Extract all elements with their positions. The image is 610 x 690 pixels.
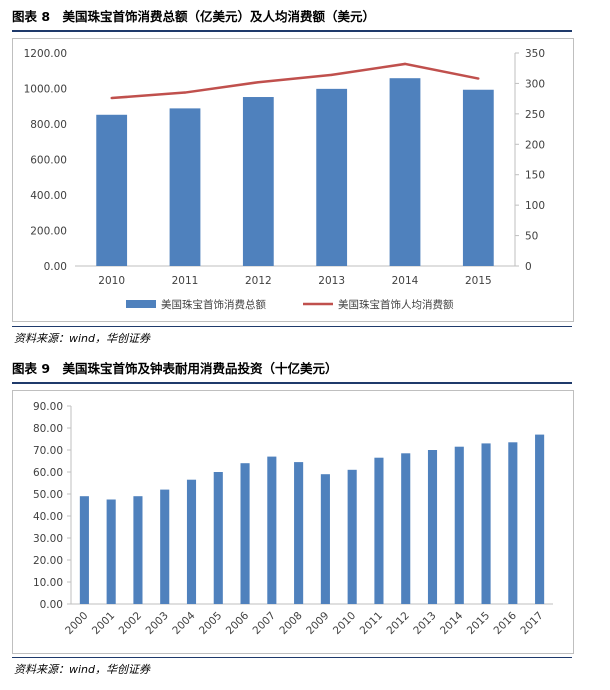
right-y-tick-label: 50 (525, 231, 538, 243)
bar-2013 (427, 450, 438, 604)
right-y-tick-label: 100 (525, 200, 545, 212)
bar-2011 (374, 457, 384, 604)
bar-2010 (96, 114, 128, 267)
bar-2008 (294, 462, 304, 604)
line-point-2014 (403, 62, 407, 66)
bar-2000 (79, 496, 89, 604)
bar-2013 (316, 88, 348, 266)
bar-2002 (133, 496, 143, 604)
x-tick-label: 2002 (117, 610, 144, 637)
bar-2016 (508, 442, 518, 604)
y-tick-label: 70.00 (33, 445, 63, 457)
legend-label-line: 美国珠宝首饰人均消费额 (338, 298, 454, 311)
x-tick-label: 2004 (170, 609, 198, 637)
figure-9-title: 图表 9 美国珠宝首饰及钟表耐用消费品投资（十亿美元） (12, 361, 338, 376)
line-point-2010 (110, 96, 113, 100)
y-tick-label: 0.00 (40, 599, 63, 611)
line-point-2012 (257, 81, 260, 84)
y-tick-label: 50.00 (33, 489, 63, 501)
figure-8-title: 图表 8 美国珠宝首饰消费总额（亿美元）及人均消费额（美元） (12, 9, 376, 24)
figure-8-bottom-rule (12, 326, 572, 327)
x-tick-label: 2013 (318, 275, 345, 287)
x-tick-label: 2008 (277, 610, 304, 637)
figure-9-top-rule (12, 382, 572, 384)
x-tick-label: 2017 (518, 610, 545, 637)
line-point-2013 (330, 73, 333, 77)
x-tick-label: 2003 (143, 610, 170, 637)
right-y-tick-label: 250 (525, 109, 545, 121)
right-y-tick-label: 200 (525, 139, 545, 151)
y-tick-label: 60.00 (33, 467, 63, 479)
left-y-tick-label: 0.00 (44, 261, 67, 273)
right-y-tick-label: 0 (525, 261, 532, 273)
figure-8-chart: 0.00 200.00 400.00 600.00 800.00 1000.00 1200.… (12, 38, 574, 322)
left-y-tick-label: 400.00 (30, 190, 67, 202)
x-tick-label: 2010 (331, 610, 358, 637)
x-tick-label: 2000 (63, 610, 90, 637)
right-y-tick-label: 350 (525, 48, 545, 60)
right-y-tick-label: 150 (525, 170, 545, 182)
bar-2004 (186, 479, 197, 604)
y-tick-label: 80.00 (33, 423, 63, 435)
bar-2001 (106, 499, 116, 604)
figure-9-source: 资料来源：wind，华创证券 (14, 663, 151, 676)
figure-8-svg: 0.00 200.00 400.00 600.00 800.00 1000.00 1200.… (24, 48, 545, 311)
x-tick-label: 2012 (245, 275, 272, 287)
bar-2007 (267, 456, 277, 604)
y-tick-label: 40.00 (33, 511, 63, 523)
bar-2003 (160, 489, 170, 604)
bar-2011 (169, 108, 201, 266)
bar-2012 (401, 453, 411, 604)
x-tick-label: 2007 (251, 610, 278, 637)
x-tick-label: 2012 (384, 610, 411, 637)
x-tick-label: 2014 (438, 609, 466, 637)
y-tick-label: 30.00 (33, 533, 63, 545)
left-y-tick-label: 1200.00 (24, 48, 67, 60)
left-y-tick-label: 200.00 (30, 226, 67, 238)
x-tick-label: 2009 (304, 610, 331, 637)
x-tick-label: 2013 (411, 610, 438, 637)
figure-8-source: 资料来源：wind，华创证券 (14, 332, 151, 345)
legend-label-bar: 美国珠宝首饰消费总额 (161, 298, 266, 311)
x-tick-label: 2005 (197, 610, 224, 637)
left-y-tick-label: 800.00 (30, 119, 67, 131)
legend-swatch-bar (126, 300, 156, 308)
right-y-tick-label: 300 (525, 78, 545, 90)
line-point-2011 (183, 91, 187, 94)
x-tick-label: 2011 (172, 275, 199, 287)
bar-2017 (535, 434, 545, 604)
bar-2014 (454, 446, 464, 604)
y-tick-label: 10.00 (33, 577, 63, 589)
bar-2015 (462, 89, 494, 267)
figure-8-top-rule (12, 30, 572, 32)
figure-9-svg: 0.00 10.00 20.00 30.00 40.00 50.00 60.00 70.00 8… (33, 401, 553, 637)
x-tick-label: 2016 (492, 609, 520, 637)
bar-2012 (242, 97, 274, 266)
x-tick-label: 2010 (98, 275, 125, 287)
bar-2010 (347, 469, 357, 604)
line-series-per-capita (111, 62, 479, 100)
figure-9-bottom-rule (12, 657, 572, 658)
figure-9-chart: 0.00 10.00 20.00 30.00 40.00 50.00 60.00 70.00 8… (12, 390, 574, 654)
x-tick-label: 2006 (224, 609, 252, 637)
bar-2006 (240, 463, 250, 604)
x-tick-label: 2001 (90, 610, 117, 637)
left-y-tick-label: 600.00 (30, 155, 67, 167)
line-point-2015 (477, 77, 480, 80)
y-tick-label: 90.00 (33, 401, 63, 413)
bar-2005 (213, 472, 223, 604)
left-y-tick-label: 1000.00 (24, 84, 67, 96)
bar-2009 (320, 474, 330, 604)
x-tick-label: 2014 (392, 275, 419, 287)
x-tick-label: 2011 (358, 610, 385, 637)
bar-2014 (389, 78, 421, 266)
x-tick-label: 2015 (465, 610, 492, 637)
y-tick-label: 20.00 (33, 555, 63, 567)
x-tick-label: 2015 (465, 275, 492, 287)
bar-2015 (481, 443, 491, 604)
